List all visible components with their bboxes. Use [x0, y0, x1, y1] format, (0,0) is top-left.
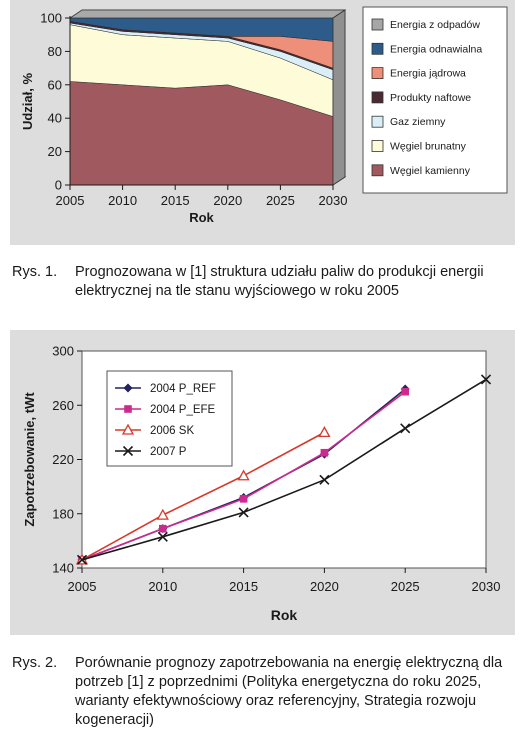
chart2-y-tick-label: 300: [52, 344, 74, 359]
chart1-x-tick-label: 2030: [319, 193, 348, 208]
chart2-y-tick-label: 220: [52, 452, 74, 467]
legend-label-2006-sk: 2006 SK: [150, 425, 194, 437]
legend-label-2004-p-ref: 2004 P_REF: [150, 383, 216, 395]
legend-label-produkty-naftowe: Produkty naftowe: [390, 92, 471, 104]
point-2007-p: [157, 531, 168, 542]
point-2006-sk: [237, 469, 250, 481]
chart2-y-tick-label: 140: [52, 561, 74, 576]
legend-label-gaz-ziemny: Gaz ziemny: [390, 116, 446, 128]
line-chart: 140 180 220 260 300 2005 2010 2015 2020 2025 2030 R…: [22, 344, 501, 624]
stacked-area-chart: 0 20 40 60 80 100 2005 2010 2015 2020 2025 2030 Rok U…: [20, 6, 508, 225]
point-2004-p-efe: [401, 387, 409, 396]
series-line-2007-p: [81, 378, 487, 561]
chart2-x-tick-label: 2020: [310, 579, 339, 594]
chart1-legend: [362, 6, 508, 194]
figure-2-text: Porównanie prognozy zapotrzebowania na e…: [75, 655, 503, 728]
legend-swatch-gaz-ziemny: [371, 115, 384, 128]
point-2004-p-efe: [320, 448, 329, 457]
point-2007-p: [238, 507, 249, 518]
chart1-x-tick-label: 2005: [56, 193, 85, 208]
legend-marker-2007-p: [122, 445, 134, 457]
point-2007-p: [480, 374, 492, 385]
chart1-y-tick-label: 0: [55, 178, 62, 193]
figure-1-number: Rys. 1.: [12, 264, 58, 280]
figure-2-number: Rys. 2.: [12, 655, 58, 671]
legend-marker-2004-p-ref: [123, 383, 133, 393]
figure-1-text: Prognozowana w [1] struktura udziału pal…: [75, 264, 484, 299]
legend-swatch-energia-odnawialna: [371, 42, 384, 55]
chart2-x-tick-label: 2010: [148, 579, 177, 594]
legend-swatch-energia-z-odpadow: [371, 18, 384, 31]
chart1-y-tick-label: 20: [48, 144, 62, 159]
chart2-x-tick-label: 2005: [68, 579, 97, 594]
legend-swatch-wegiel-brunatny: [371, 140, 384, 152]
legend-label-energia-odnawialna: Energia odnawialna: [390, 43, 482, 55]
chart2-x-axis-label: Rok: [271, 607, 298, 623]
point-2006-sk: [318, 426, 331, 438]
legend-marker-2006-sk: [121, 423, 135, 435]
chart1-x-axis-label: Rok: [189, 210, 214, 225]
chart1-y-tick-label: 60: [48, 77, 62, 92]
chart1-x-tick-label: 2025: [266, 193, 295, 208]
chart2-y-axis-label: Zapotrzebowanie, tWt: [22, 392, 37, 527]
chart1-x-tick-label: 2020: [213, 193, 242, 208]
chart-1-panel: 0 20 40 60 80 100 2005 2010 2015 2020 2025 2030 Rok U…: [10, 0, 515, 245]
chart1-x-tick-label: 2010: [108, 193, 137, 208]
chart1-top-face: [68, 9, 347, 19]
legend-marker-2004-p-efe: [124, 405, 132, 413]
legend-swatch-wegiel-kamienny: [371, 164, 384, 177]
chart2-x-tick-label: 2030: [472, 579, 501, 594]
point-2004-p-efe: [239, 495, 248, 503]
chart2-x-tick-label: 2025: [391, 579, 420, 594]
series-line-2006-sk: [81, 431, 325, 561]
point-2007-p: [400, 423, 411, 434]
chart2-x-tick-label: 2015: [229, 579, 258, 594]
legend-label-wegiel-kamienny: Węgiel kamienny: [390, 165, 471, 177]
chart2-y-tick-label: 260: [52, 398, 74, 413]
chart1-side-face: [332, 9, 346, 186]
legend-swatch-produkty-naftowe: [371, 91, 384, 104]
legend-label-energia-jadrowa: Energia jądrowa: [390, 68, 466, 80]
chart1-x-tick-label: 2015: [161, 193, 190, 208]
chart2-y-tick-label: 180: [52, 506, 74, 521]
legend-label-2004-p-efe: 2004 P_EFE: [150, 404, 216, 416]
legend-swatch-energia-jadrowa: [371, 67, 384, 79]
point-2004-p-efe: [159, 524, 167, 533]
point-2006-sk: [156, 508, 169, 520]
legend-label-energia-z-odpadow: Energia z odpadów: [390, 19, 480, 31]
chart1-y-tick-label: 80: [48, 44, 62, 59]
chart1-y-axis-label: Udział, %: [20, 73, 35, 131]
chart1-y-tick-label: 100: [40, 11, 62, 26]
point-2007-p: [319, 474, 330, 485]
chart-2-panel: 140 180 220 260 300 2005 2010 2015 2020 2025 2030 R…: [10, 330, 515, 635]
point-2007-p: [76, 554, 88, 565]
chart1-y-tick-label: 40: [48, 111, 62, 126]
legend-label-2007-p: 2007 P: [150, 446, 187, 458]
legend-label-wegiel-brunatny: Węgiel brunatny: [390, 141, 467, 153]
